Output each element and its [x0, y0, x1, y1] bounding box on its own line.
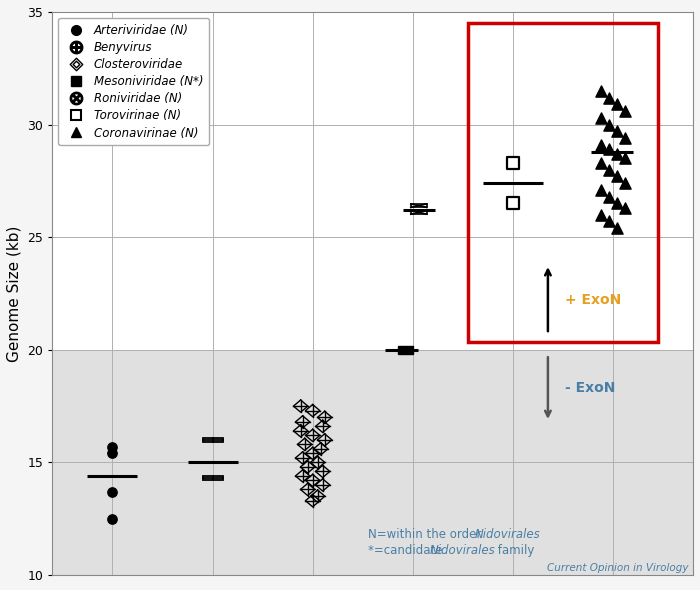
Point [596, 210, 607, 219]
Point [611, 127, 622, 136]
Point [603, 120, 615, 129]
Point [603, 217, 615, 226]
Point [611, 172, 622, 181]
Point [611, 100, 622, 109]
Point [620, 133, 631, 143]
Point [508, 158, 519, 168]
Text: N=within the order: N=within the order [368, 528, 485, 541]
Bar [411, 204, 427, 208]
Y-axis label: Genome Size (kb): Genome Size (kb) [7, 225, 22, 362]
Point [611, 149, 622, 159]
Text: family: family [494, 544, 534, 557]
Point [603, 93, 615, 102]
Bar [468, 23, 658, 342]
Text: + ExoN: + ExoN [565, 293, 621, 307]
Point [611, 224, 622, 233]
Point [508, 199, 519, 208]
Point [603, 192, 615, 201]
Point [596, 113, 607, 123]
Point [620, 153, 631, 163]
Bar [52, 1, 693, 350]
Text: - ExoN: - ExoN [565, 381, 615, 395]
Bar [202, 438, 223, 442]
Point [596, 140, 607, 149]
Point [596, 86, 607, 96]
Point [107, 449, 118, 458]
Point [603, 165, 615, 174]
Bar [398, 346, 413, 349]
Point [107, 442, 118, 451]
Text: Nidovirales: Nidovirales [475, 528, 540, 541]
Bar [398, 350, 413, 354]
Legend: Arteriviridae (N), Benyvirus, Closteroviridae, Mesoniviridae (N*), Roniviridae (: Arteriviridae (N), Benyvirus, Closterovi… [58, 18, 209, 146]
Bar [202, 476, 223, 480]
Point [611, 199, 622, 208]
Point [596, 158, 607, 168]
Point [620, 178, 631, 188]
Point [107, 487, 118, 496]
Point [620, 203, 631, 212]
Text: Nidovirales: Nidovirales [430, 544, 496, 557]
Point [603, 145, 615, 154]
Point [596, 185, 607, 195]
Text: *=candidate: *=candidate [368, 544, 446, 557]
Text: Current Opinion in Virology: Current Opinion in Virology [547, 563, 688, 573]
Bar [411, 211, 427, 214]
Point [620, 106, 631, 116]
Point [107, 514, 118, 523]
